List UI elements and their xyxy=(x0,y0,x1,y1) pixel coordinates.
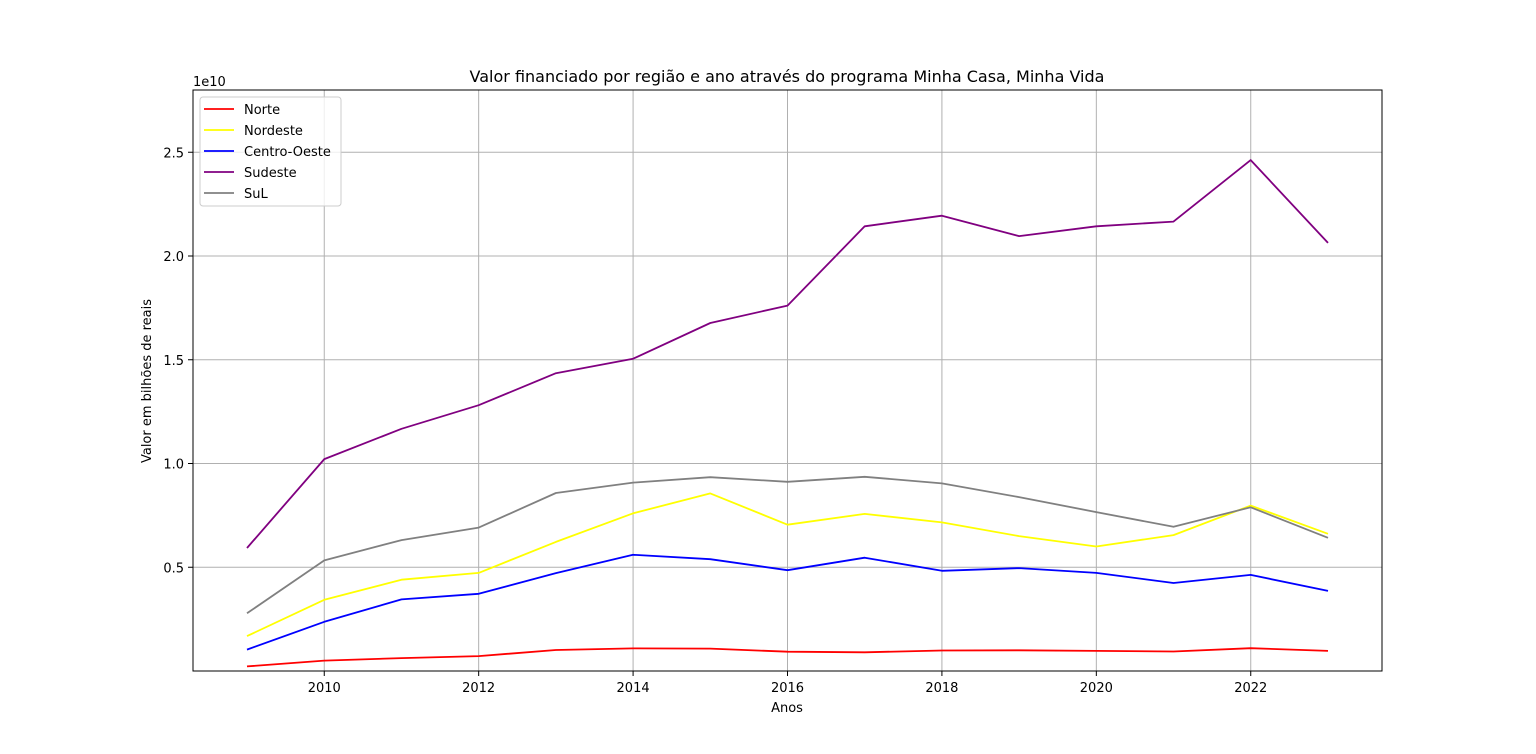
legend: Norte Nordeste Centro-Oeste Sudeste SuL xyxy=(199,96,342,207)
series-line-sudeste xyxy=(246,159,1329,549)
grid-lines xyxy=(193,90,1382,671)
x-tick-label: 2018 xyxy=(925,681,958,696)
y-offset-label: 1e10 xyxy=(193,75,226,90)
series-line-centro-oeste xyxy=(246,553,1329,651)
x-tick-label: 2016 xyxy=(771,681,804,696)
series-line-norte xyxy=(246,647,1329,668)
legend-label-centro-oeste: Centro-Oeste xyxy=(244,145,331,160)
y-tick-label: 0.5 xyxy=(163,561,184,576)
y-axis-title: Valor em bilhões de reais xyxy=(140,299,155,463)
series-lines xyxy=(246,159,1329,668)
x-tick-label: 2014 xyxy=(617,681,650,696)
axis-ticks: 2010 2012 2014 2016 2018 2020 2022 0.5 1.0 1.5 2.0… xyxy=(163,146,1267,696)
y-tick-label: 1.0 xyxy=(163,458,184,473)
legend-items: Norte Nordeste Centro-Oeste Sudeste SuL xyxy=(204,103,331,202)
y-tick-label: 2.5 xyxy=(163,146,184,161)
legend-label-nordeste: Nordeste xyxy=(244,124,303,139)
series-line-sul xyxy=(246,475,1329,615)
x-tick-label: 2020 xyxy=(1080,681,1113,696)
y-tick-label: 1.5 xyxy=(163,354,184,369)
legend-label-sudeste: Sudeste xyxy=(244,166,297,181)
legend-box xyxy=(199,96,342,207)
x-tick-label: 2012 xyxy=(462,681,495,696)
series-line-nordeste xyxy=(246,492,1329,637)
x-axis-title: Anos xyxy=(771,701,803,716)
legend-label-norte: Norte xyxy=(244,103,280,118)
y-tick-label: 2.0 xyxy=(163,250,184,265)
chart-title: Valor financiado por região e ano atravé… xyxy=(470,67,1105,86)
legend-label-sul: SuL xyxy=(244,187,268,202)
x-tick-label: 2010 xyxy=(308,681,341,696)
x-tick-label: 2022 xyxy=(1234,681,1267,696)
